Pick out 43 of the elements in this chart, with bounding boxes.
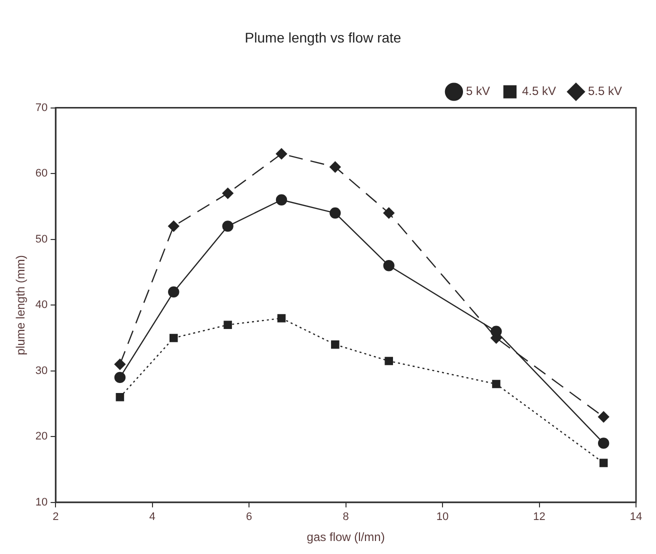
point	[383, 207, 394, 219]
point	[598, 411, 610, 423]
point	[277, 314, 286, 322]
point	[114, 372, 126, 384]
point	[276, 194, 288, 206]
chart-title: Plume length vs flow rate	[244, 29, 402, 46]
x-tick-label: 14	[630, 511, 642, 524]
x-tick-label: 4	[149, 511, 156, 524]
point	[330, 207, 341, 219]
y-tick-label: 30	[35, 364, 48, 377]
point	[383, 260, 394, 272]
y-axis-title: plume length (mm)	[14, 255, 28, 356]
point	[331, 340, 340, 349]
x-tick-label: 6	[246, 511, 252, 524]
y-tick-label: 20	[35, 430, 48, 443]
point	[170, 334, 178, 342]
x-tick-label: 2	[52, 511, 59, 524]
x-axis-title: gas flow (l/mn)	[306, 530, 385, 544]
y-tick-label: 50	[35, 233, 48, 246]
y-tick-label: 60	[35, 168, 48, 180]
legend-label: 4.5 kV	[522, 84, 556, 98]
legend-label: 5.5 kV	[588, 84, 622, 98]
point	[492, 380, 500, 388]
x-tick-label: 12	[533, 511, 546, 524]
y-tick-label: 40	[35, 299, 48, 312]
point	[168, 220, 180, 232]
legend-label: 5 kV	[466, 84, 490, 98]
point	[114, 358, 126, 370]
point	[384, 356, 393, 366]
y-tick-label: 10	[35, 496, 48, 508]
y-tick-label: 70	[35, 102, 48, 114]
point	[490, 326, 502, 338]
point	[599, 458, 608, 468]
point	[276, 148, 288, 160]
point	[330, 161, 341, 173]
x-tick-label: 8	[342, 511, 349, 524]
point	[116, 393, 124, 402]
point	[598, 438, 610, 449]
point	[224, 320, 232, 329]
x-tick-label: 10	[436, 511, 449, 524]
point	[222, 220, 234, 232]
point	[168, 286, 180, 298]
point	[222, 188, 234, 199]
